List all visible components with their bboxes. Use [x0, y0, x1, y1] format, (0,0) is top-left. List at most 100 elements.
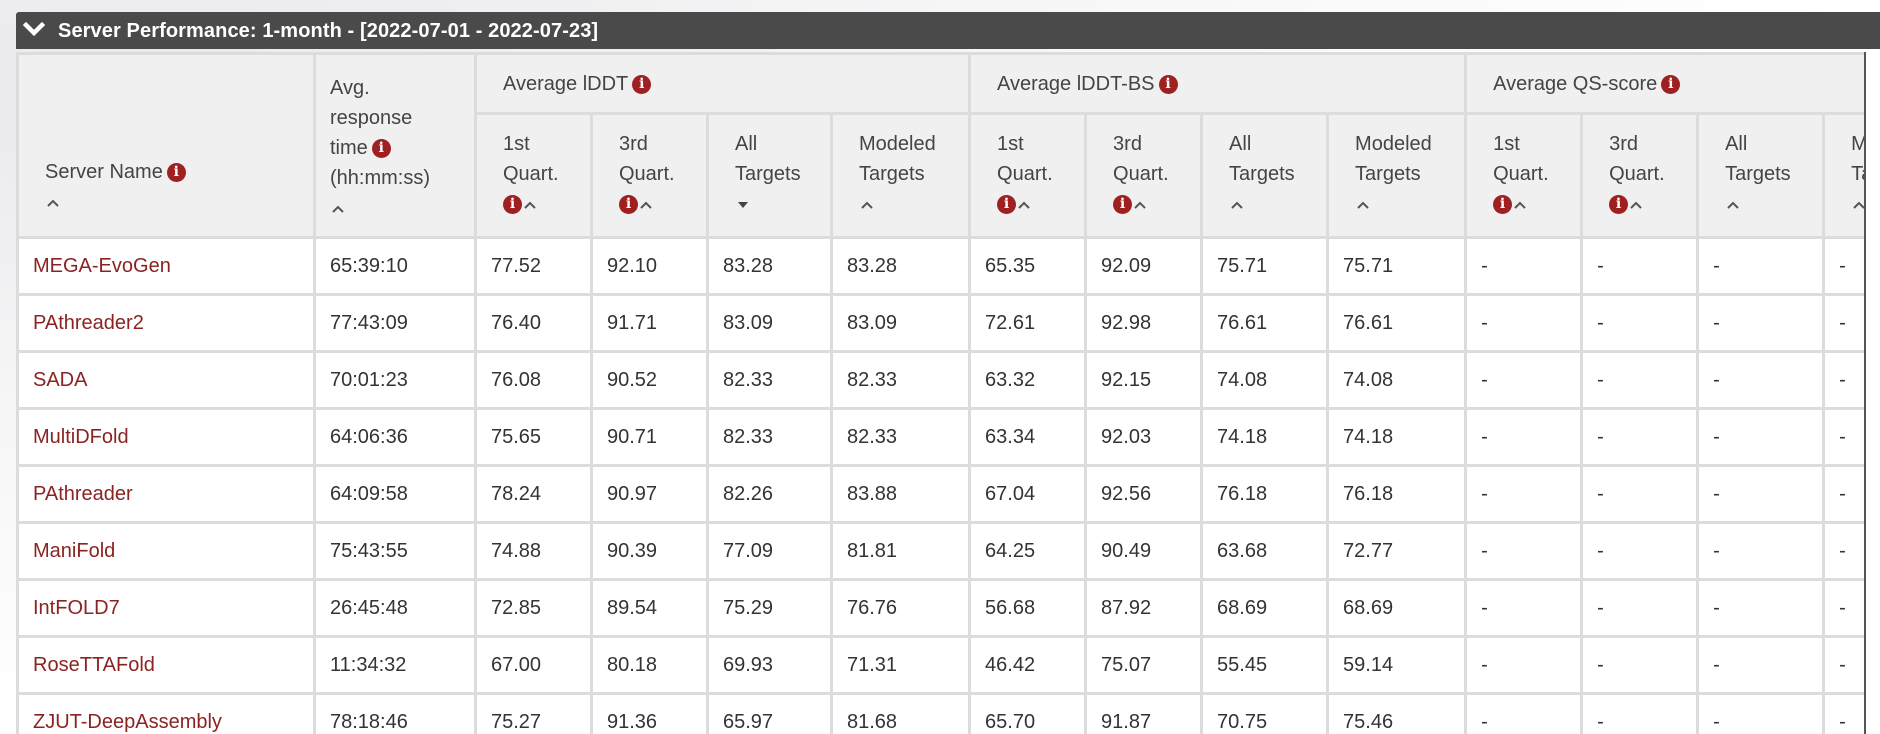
- server-name-link[interactable]: PAthreader2: [33, 312, 144, 334]
- qs-value-cell: -: [1481, 255, 1488, 277]
- server-name-cell[interactable]: PAthreader: [16, 464, 316, 524]
- qs-value-cell: -: [1839, 426, 1846, 448]
- bs-value-cell: 46.42: [985, 654, 1036, 676]
- server-name-link[interactable]: MultiDFold: [33, 426, 129, 448]
- sort-asc-icon[interactable]: [1231, 200, 1243, 210]
- panel-header[interactable]: Server Performance: 1-month - [2022-07-0…: [16, 12, 1880, 49]
- server-name-cell[interactable]: ZJUT-DeepAssembly: [16, 692, 316, 734]
- bs-value-cell: 64.25: [968, 521, 1088, 581]
- column-header-bs-all[interactable]: All Targets: [1200, 112, 1330, 239]
- sub-label: Targets: [1229, 163, 1295, 185]
- server-name-link[interactable]: MEGA-EvoGen: [33, 255, 171, 277]
- server-name-cell[interactable]: SADA: [16, 350, 316, 410]
- sort-asc-icon[interactable]: [330, 193, 474, 219]
- bs-value-cell: 90.49: [1101, 540, 1152, 562]
- bs-value-cell: 76.61: [1217, 312, 1268, 334]
- server-name-cell[interactable]: PAthreader2: [16, 293, 316, 353]
- qs-value-cell: -: [1580, 350, 1700, 410]
- lddt-value-cell: 82.26: [706, 464, 833, 524]
- lddt-value-cell: 80.18: [607, 654, 658, 676]
- column-header-server-name[interactable]: Server Name i: [16, 52, 316, 239]
- server-name-cell[interactable]: MEGA-EvoGen: [16, 236, 316, 296]
- sort-desc-icon[interactable]: [737, 200, 749, 210]
- sort-asc-icon[interactable]: [1357, 200, 1369, 210]
- server-name-link[interactable]: ZJUT-DeepAssembly: [33, 711, 222, 733]
- server-name-cell[interactable]: RoseTTAFold: [16, 635, 316, 695]
- sort-asc-icon[interactable]: [1134, 200, 1146, 210]
- server-name-cell[interactable]: MultiDFold: [16, 407, 316, 467]
- column-header-avg-response-time[interactable]: Avg. response time i (hh:mm:ss): [313, 52, 477, 239]
- qs-value-cell: -: [1822, 578, 1864, 638]
- column-header-lddt-modeled[interactable]: Modeled Targets: [829, 112, 972, 239]
- sub-label: Quart.: [503, 163, 559, 185]
- info-icon[interactable]: i: [619, 195, 638, 214]
- performance-table-container[interactable]: Server Name i Avg. response time i (hh:mm:…: [16, 52, 1866, 734]
- bs-value-cell: 76.18: [1326, 464, 1468, 524]
- lddt-value-cell: 76.76: [829, 578, 972, 638]
- column-header-lddt-q1[interactable]: 1st Quart. i: [474, 112, 593, 239]
- info-icon[interactable]: i: [503, 195, 522, 214]
- chevron-down-icon[interactable]: [22, 19, 46, 41]
- column-header-qs-modeled[interactable]: M Ta: [1822, 112, 1864, 239]
- column-header-bs-modeled[interactable]: Modeled Targets: [1326, 112, 1468, 239]
- sort-asc-icon[interactable]: [861, 200, 873, 210]
- sort-asc-icon[interactable]: [1630, 200, 1642, 210]
- sub-label: 1st: [1493, 133, 1520, 155]
- bs-value-cell: 90.49: [1084, 521, 1204, 581]
- bs-value-cell: 72.77: [1326, 521, 1468, 581]
- sort-asc-icon[interactable]: [1018, 200, 1030, 210]
- qs-value-cell: -: [1822, 692, 1864, 734]
- lddt-value-cell: 91.71: [590, 293, 709, 353]
- bs-value-cell: 75.71: [1217, 255, 1268, 277]
- qs-value-cell: -: [1713, 426, 1720, 448]
- info-icon[interactable]: i: [371, 139, 391, 158]
- info-icon[interactable]: i: [1661, 75, 1681, 94]
- table-row: ZJUT-DeepAssembly 78:18:46 75.27 91.36 65.97…: [16, 692, 1864, 734]
- column-header-bs-q3[interactable]: 3rd Quart. i: [1084, 112, 1204, 239]
- sort-asc-icon[interactable]: [1853, 200, 1864, 210]
- column-header-lddt-q3[interactable]: 3rd Quart. i: [590, 112, 709, 239]
- sort-asc-icon[interactable]: [640, 200, 652, 210]
- column-header-bs-q1[interactable]: 1st Quart. i: [968, 112, 1088, 239]
- info-icon[interactable]: i: [1158, 75, 1178, 94]
- server-name-link[interactable]: IntFOLD7: [33, 597, 120, 619]
- lddt-value-cell: 83.28: [723, 255, 774, 277]
- qs-value-cell: -: [1696, 236, 1826, 296]
- lddt-value-cell: 78.24: [491, 483, 542, 505]
- bs-value-cell: 75.07: [1084, 635, 1204, 695]
- bs-value-cell: 92.15: [1084, 350, 1204, 410]
- info-icon[interactable]: i: [1113, 195, 1133, 214]
- qs-value-cell: -: [1822, 521, 1864, 581]
- column-header-qs-q1[interactable]: 1st Quart. i: [1464, 112, 1584, 239]
- sort-asc-icon[interactable]: [1514, 200, 1526, 210]
- column-header-qs-all[interactable]: All Targets: [1696, 112, 1826, 239]
- lddt-value-cell: 82.33: [829, 350, 972, 410]
- bs-value-cell: 76.61: [1326, 293, 1468, 353]
- column-header-lddt-all[interactable]: All Targets: [706, 112, 833, 239]
- bs-value-cell: 65.35: [968, 236, 1088, 296]
- sort-asc-icon[interactable]: [1727, 200, 1739, 210]
- server-name-link[interactable]: RoseTTAFold: [33, 654, 155, 676]
- qs-value-cell: -: [1597, 597, 1604, 619]
- info-icon[interactable]: i: [1609, 195, 1629, 214]
- info-icon[interactable]: i: [1493, 195, 1513, 214]
- server-name-link[interactable]: ManiFold: [33, 540, 116, 562]
- avg-resp-line-4: (hh:mm:ss): [330, 167, 430, 189]
- sort-asc-icon[interactable]: [524, 200, 536, 210]
- sort-asc-icon[interactable]: [45, 187, 313, 213]
- lddt-value-cell: 75.65: [491, 426, 542, 448]
- server-name-cell[interactable]: ManiFold: [16, 521, 316, 581]
- info-icon[interactable]: i: [997, 195, 1017, 214]
- info-icon[interactable]: i: [166, 163, 186, 182]
- info-icon[interactable]: i: [632, 75, 652, 94]
- qs-value-cell: -: [1597, 369, 1604, 391]
- server-name-link[interactable]: PAthreader: [33, 483, 133, 505]
- lddt-value-cell: 81.81: [847, 540, 898, 562]
- sub-label: Quart.: [1609, 163, 1665, 185]
- server-name-cell[interactable]: IntFOLD7: [16, 578, 316, 638]
- qs-value-cell: -: [1481, 426, 1488, 448]
- column-header-qs-q3[interactable]: 3rd Quart. i: [1580, 112, 1700, 239]
- server-name-label: Server Name: [45, 161, 163, 183]
- server-name-link[interactable]: SADA: [33, 369, 88, 391]
- lddt-value-cell: 91.71: [607, 312, 658, 334]
